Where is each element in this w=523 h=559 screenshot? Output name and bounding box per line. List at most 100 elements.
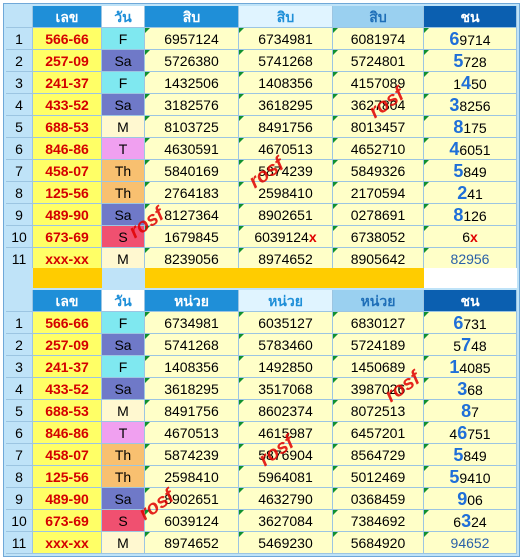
chon-digits: 24 bbox=[471, 514, 487, 530]
row-number: 3 bbox=[6, 356, 33, 378]
value-cell: 5741268 bbox=[145, 334, 239, 356]
value-cell: 3618295 bbox=[239, 94, 333, 116]
chon-highlight-digit: 2 bbox=[457, 183, 468, 203]
value-cell: 4670513 bbox=[239, 138, 333, 160]
chon-digits: 7 bbox=[471, 404, 479, 420]
day-badge: M bbox=[102, 400, 145, 422]
column-header: เลข bbox=[33, 6, 102, 28]
day-badge: Sa bbox=[102, 50, 145, 72]
chon-highlight-digit: 8 bbox=[461, 401, 472, 421]
chon-cell: 14085 bbox=[424, 356, 517, 378]
chon-highlight-digit: 8 bbox=[453, 117, 464, 137]
table-row: 8 125-56 Th 2764183 2598410 2170594 241 bbox=[6, 182, 517, 204]
value-cell: 3987026 bbox=[333, 378, 424, 400]
value-text: 5964081 bbox=[258, 469, 313, 485]
value-text: 6035127 bbox=[258, 315, 313, 331]
number-code: 125-56 bbox=[33, 182, 102, 204]
value-cell: 3618295 bbox=[145, 378, 239, 400]
row-number: 9 bbox=[6, 204, 33, 226]
chon-cell: 94652 bbox=[424, 532, 517, 554]
value-cell: 4615987 bbox=[239, 422, 333, 444]
value-cell: 1408356 bbox=[239, 72, 333, 94]
number-code: 489-90 bbox=[33, 488, 102, 510]
table-row: 6 846-86 T 4630591 4670513 4652710 46051 bbox=[6, 138, 517, 160]
chon-cell: 6324 bbox=[424, 510, 517, 532]
table-row: 1 566-66 F 6957124 6734981 6081974 69714 bbox=[6, 28, 517, 50]
value-cell: 8239056 bbox=[145, 248, 239, 270]
column-header bbox=[6, 6, 33, 28]
value-cell: 5874239 bbox=[239, 160, 333, 182]
number-code: 241-37 bbox=[33, 356, 102, 378]
table-row: 10 673-69 S 1679845 6039124x 6738052 6x bbox=[6, 226, 517, 248]
value-cell: 8013457 bbox=[333, 116, 424, 138]
day-badge: F bbox=[102, 312, 145, 334]
value-text: 8602374 bbox=[258, 403, 313, 419]
column-header bbox=[6, 290, 33, 312]
day-badge: Sa bbox=[102, 334, 145, 356]
column-header: ชน bbox=[424, 6, 517, 28]
value-cell: 0368459 bbox=[333, 488, 424, 510]
value-cell: 8974652 bbox=[239, 248, 333, 270]
chon-cell: 46751 bbox=[424, 422, 517, 444]
chon-cell: 906 bbox=[424, 488, 517, 510]
chon-cell: 8126 bbox=[424, 204, 517, 226]
column-header: ชน bbox=[424, 290, 517, 312]
chon-highlight-digit: 5 bbox=[453, 445, 464, 465]
value-cell: 2598410 bbox=[239, 182, 333, 204]
row-number: 6 bbox=[6, 138, 33, 160]
chon-cell: 1450 bbox=[424, 72, 517, 94]
day-badge: Sa bbox=[102, 378, 145, 400]
value-text: 4615987 bbox=[258, 425, 313, 441]
day-badge: M bbox=[102, 248, 145, 270]
value-cell: 8902651 bbox=[145, 488, 239, 510]
chon-highlight-digit: 3 bbox=[461, 511, 472, 531]
chon-digits: 5 bbox=[453, 338, 462, 354]
chon-highlight-digit: 5 bbox=[449, 467, 460, 487]
day-badge: F bbox=[102, 28, 145, 50]
table-row: 4 433-52 Sa 3618295 3517068 3987026 368 bbox=[6, 378, 517, 400]
chon-highlight-digit: 3 bbox=[449, 95, 460, 115]
value-cell: 8905642 bbox=[333, 248, 424, 270]
value-cell: 4652710 bbox=[333, 138, 424, 160]
number-code: xxx-xx bbox=[33, 248, 102, 270]
value-cell: 6957124 bbox=[145, 28, 239, 50]
chon-cell: 241 bbox=[424, 182, 517, 204]
chon-cell: 69714 bbox=[424, 28, 517, 50]
value-cell: 8072513 bbox=[333, 400, 424, 422]
table-row: 5 688-53 M 8103725 8491756 8013457 8175 bbox=[6, 116, 517, 138]
chon-digits: 06 bbox=[467, 492, 483, 508]
chon-digits: 94652 bbox=[450, 535, 490, 551]
chon-digits: 751 bbox=[467, 426, 491, 442]
value-cell: 4670513 bbox=[145, 422, 239, 444]
value-text: 4632790 bbox=[258, 491, 313, 507]
chon-digits: 82956 bbox=[450, 251, 490, 267]
table-row: 6 846-86 T 4670513 4615987 6457201 46751 bbox=[6, 422, 517, 444]
chon-digits: 728 bbox=[463, 54, 487, 70]
table-row: 8 125-56 Th 2598410 5964081 5012469 59410 bbox=[6, 466, 517, 488]
value-cell: 8602374 bbox=[239, 400, 333, 422]
chon-digits: 68 bbox=[467, 382, 483, 398]
chon-cell: 368 bbox=[424, 378, 517, 400]
chon-digits: 731 bbox=[463, 316, 487, 332]
value-cell: 2764183 bbox=[145, 182, 239, 204]
column-header: วัน bbox=[102, 290, 145, 312]
row-number: 11 bbox=[6, 248, 33, 270]
chon-digits: 41 bbox=[467, 186, 483, 202]
value-cell: 8974652 bbox=[145, 532, 239, 554]
row-number: 5 bbox=[6, 116, 33, 138]
value-cell: 5012469 bbox=[333, 466, 424, 488]
value-cell: 0278691 bbox=[333, 204, 424, 226]
chon-highlight-digit: 6 bbox=[449, 29, 460, 49]
day-badge: Th bbox=[102, 466, 145, 488]
table-row: 3 241-37 F 1408356 1492850 1450689 14085 bbox=[6, 356, 517, 378]
value-cell: 2170594 bbox=[333, 182, 424, 204]
chon-highlight-digit: 4 bbox=[461, 73, 472, 93]
value-cell: 1432506 bbox=[145, 72, 239, 94]
value-cell: 3182576 bbox=[145, 94, 239, 116]
value-text: 5469230 bbox=[258, 535, 313, 551]
value-text: 5874239 bbox=[258, 163, 313, 179]
chon-highlight-digit: 5 bbox=[453, 161, 464, 181]
column-header: สิบ bbox=[145, 6, 239, 28]
chon-cell: 38256 bbox=[424, 94, 517, 116]
value-cell: 5684920 bbox=[333, 532, 424, 554]
